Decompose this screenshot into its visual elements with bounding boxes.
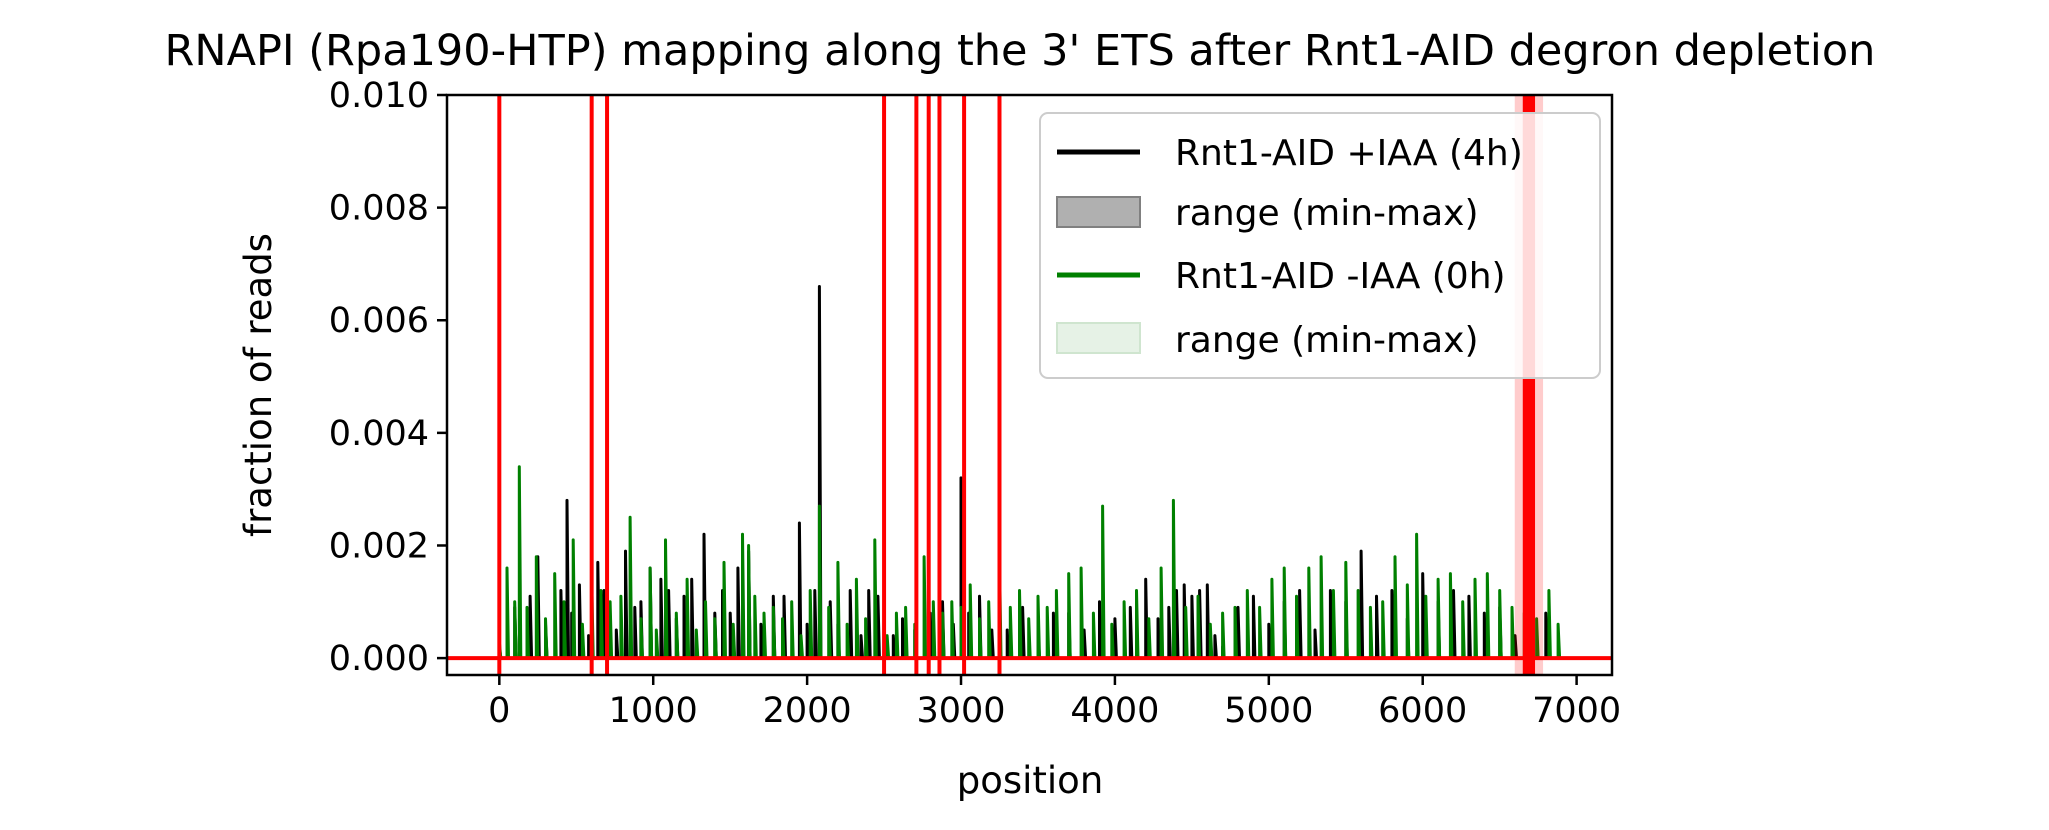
x-tick-label-2: 2000	[763, 691, 852, 731]
legend-frame	[1039, 112, 1601, 379]
x-tick-label-1: 1000	[609, 691, 698, 731]
y-tick-label-3: 0.006	[329, 301, 429, 341]
legend-label-range-green: range (min-max)	[1175, 320, 1479, 361]
legend-label-series-black: Rnt1-AID +IAA (4h)	[1175, 133, 1523, 174]
x-tick-label-3: 3000	[916, 691, 1005, 731]
chart-title: RNAPI (Rpa190-HTP) mapping along the 3' …	[165, 26, 1876, 76]
y-tick-label-2: 0.004	[329, 414, 429, 454]
legend-label-series-green: Rnt1-AID -IAA (0h)	[1175, 256, 1506, 297]
boundary-band-halo-right	[1535, 95, 1544, 675]
y-tick-label-1: 0.002	[329, 526, 429, 566]
boundary-band-halo-left	[1514, 95, 1523, 675]
legend: Rnt1-AID +IAA (4h) range (min-max) Rnt1-…	[1039, 112, 1601, 379]
legend-swatch-range-gray	[1056, 196, 1141, 228]
legend-swatch-range-green	[1056, 322, 1141, 354]
plot-area	[447, 95, 1612, 675]
series-line-1	[497, 465, 1562, 660]
axes-frame	[445, 93, 1614, 677]
x-tick-label-5: 5000	[1224, 691, 1313, 731]
x-tick-label-4: 4000	[1070, 691, 1159, 731]
axes: 0 1000 2000 3000 4000 5000 6000 7000 0.000 0.002 0…	[329, 76, 1621, 731]
y-tick-label-4: 0.008	[329, 189, 429, 229]
legend-label-range-gray: range (min-max)	[1175, 193, 1479, 234]
y-axis-label: fraction of reads	[237, 233, 280, 537]
y-tick-label-5: 0.010	[329, 76, 429, 116]
x-tick-label-0: 0	[488, 691, 510, 731]
x-axis-label: position	[957, 759, 1104, 802]
x-tick-label-7: 7000	[1532, 691, 1621, 731]
y-tick-label-0: 0.000	[329, 639, 429, 679]
x-tick-label-6: 6000	[1378, 691, 1467, 731]
